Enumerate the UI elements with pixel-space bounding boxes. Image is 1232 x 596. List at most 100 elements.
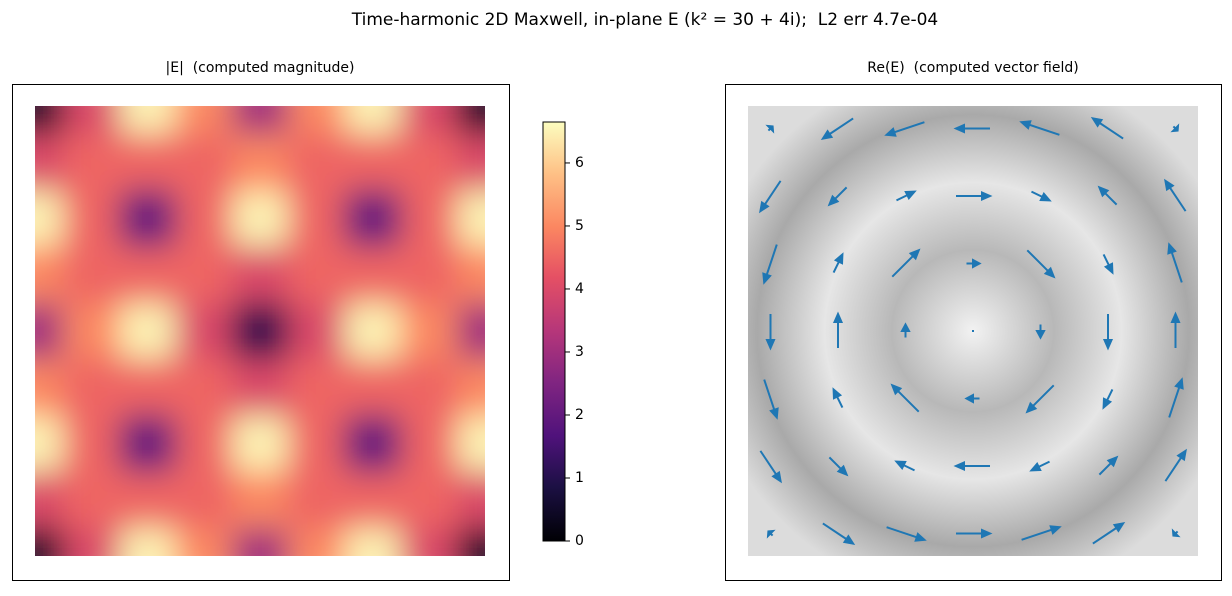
arrow: [1102, 389, 1114, 410]
heat-cell: [35, 527, 64, 556]
heat-cell: [119, 527, 177, 556]
heat-cell: [63, 134, 120, 191]
arrow: [1098, 455, 1119, 476]
arrow: [1164, 448, 1187, 482]
heat-cell: [231, 415, 289, 473]
heat-cell: [288, 302, 345, 360]
arrow: [832, 252, 844, 273]
heat-cell: [231, 359, 289, 416]
heat-cell: [63, 190, 120, 248]
heat-cell: [456, 246, 485, 304]
heat-cell: [63, 359, 120, 416]
heat-cell: [231, 471, 289, 529]
arrow: [955, 190, 993, 202]
heat-cell: [288, 106, 345, 135]
arrow: [1168, 377, 1184, 418]
right-axes: [725, 84, 1222, 581]
heat-cell: [175, 246, 233, 304]
heat-cell: [35, 134, 64, 191]
arrow: [1026, 249, 1056, 279]
heat-cell: [119, 302, 177, 360]
heat-cell: [288, 190, 345, 248]
heat-cell: [119, 190, 177, 248]
arrow: [955, 528, 993, 539]
heatmap-cells: [35, 106, 485, 556]
heat-cell: [175, 302, 233, 360]
heat-cell: [400, 302, 458, 360]
arrow: [763, 379, 779, 420]
arrow: [828, 456, 849, 477]
arrow: [900, 322, 911, 338]
arrow: [759, 450, 782, 484]
heat-cell: [400, 106, 458, 135]
heat-cell: [344, 134, 402, 191]
arrow: [884, 121, 925, 137]
arrow: [1170, 311, 1181, 349]
heat-cell: [63, 246, 120, 304]
heat-cell: [344, 106, 402, 135]
heat-cell: [119, 246, 177, 304]
heat-cell: [119, 415, 177, 473]
heat-cell: [119, 471, 177, 529]
heat-cell: [288, 415, 345, 473]
heat-cell: [63, 527, 120, 556]
heat-cell: [400, 527, 458, 556]
heat-cell: [119, 359, 177, 416]
left-axes: [12, 84, 510, 581]
heat-cell: [288, 359, 345, 416]
heat-cell: [456, 190, 485, 248]
heat-cell: [175, 415, 233, 473]
arrow: [964, 393, 980, 404]
heat-cell: [35, 415, 64, 473]
heat-cell: [175, 106, 233, 135]
heat-cell: [344, 246, 402, 304]
heat-cell: [63, 471, 120, 529]
heat-cell: [400, 190, 458, 248]
heat-cell: [63, 415, 120, 473]
heat-cell: [344, 471, 402, 529]
figure-title: Time-harmonic 2D Maxwell, in-plane E (k²…: [351, 10, 938, 30]
heat-cell: [35, 302, 64, 360]
heat-cell: [63, 302, 120, 360]
arrow: [1164, 178, 1187, 212]
arrow: [890, 383, 920, 413]
arrow: [1019, 120, 1060, 136]
arrow: [832, 387, 844, 408]
arrow: [1102, 254, 1114, 275]
heat-cell: [456, 106, 485, 135]
arrow: [822, 522, 856, 545]
arrow: [765, 313, 776, 351]
arrow: [1102, 313, 1114, 351]
arrow: [820, 117, 854, 140]
arrow: [832, 311, 844, 349]
colorbar-tick-label: 6: [575, 155, 584, 171]
arrow: [953, 460, 991, 472]
colorbar-tick-label: 2: [575, 407, 584, 423]
arrow: [953, 123, 991, 134]
quiver: [759, 117, 1187, 545]
arrow: [765, 124, 775, 134]
heat-cell: [456, 527, 485, 556]
arrow: [1092, 522, 1126, 545]
heat-cell: [288, 471, 345, 529]
colorbar-tick-label: 3: [575, 344, 584, 360]
heat-cell: [400, 471, 458, 529]
heat-cell: [288, 246, 345, 304]
heat-cell: [231, 190, 289, 248]
heat-cell: [175, 471, 233, 529]
arrow: [1097, 185, 1118, 206]
heat-cell: [344, 415, 402, 473]
arrow: [1021, 525, 1062, 541]
left-title: |E| (computed magnitude): [166, 60, 355, 76]
colorbar: [542, 121, 566, 542]
heat-cell: [35, 246, 64, 304]
heat-cell: [456, 359, 485, 416]
heat-cell: [63, 106, 120, 135]
heat-cell: [400, 359, 458, 416]
arrow: [966, 258, 982, 269]
heat-cell: [231, 527, 289, 556]
heat-cell: [231, 302, 289, 360]
arrow: [894, 460, 915, 472]
